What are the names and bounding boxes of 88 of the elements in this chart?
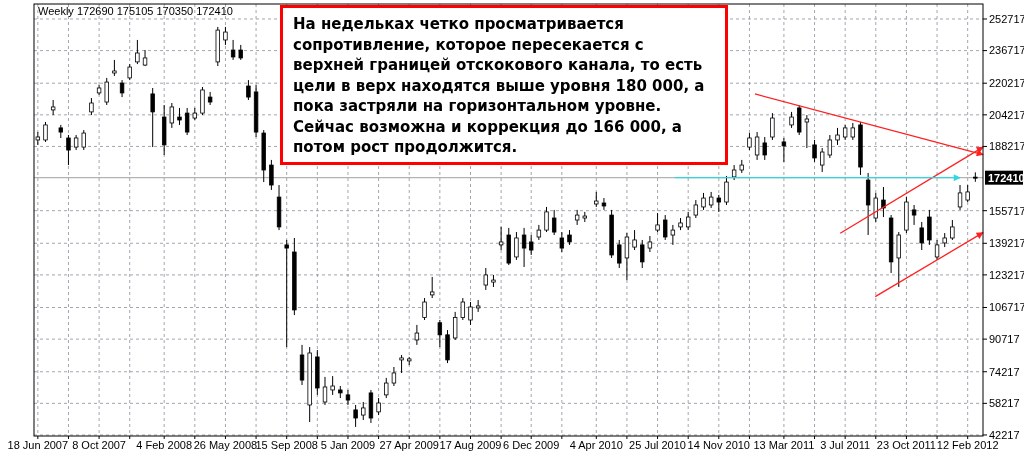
y-tick-label: 90717: [989, 332, 1020, 345]
candlestick: [422, 297, 427, 321]
x-tick-label: 13 Mar 2011: [753, 439, 815, 451]
candlestick: [437, 319, 443, 348]
candlestick: [498, 226, 504, 251]
candlestick: [873, 192, 878, 223]
candlestick: [601, 197, 607, 211]
candlestick: [617, 239, 622, 269]
candlestick: [655, 212, 660, 233]
candlestick: [574, 209, 580, 226]
y-tick-label: 42217: [989, 428, 1020, 441]
candlestick: [927, 209, 932, 246]
candlestick: [104, 77, 109, 106]
x-tick-label: 3 Jul 2011: [820, 439, 871, 451]
y-tick-label: 74217: [989, 365, 1020, 378]
candlestick: [452, 311, 458, 341]
x-tick-label: 23 Oct 2011: [876, 439, 936, 451]
candlestick: [919, 221, 924, 251]
candlestick: [827, 134, 833, 159]
candlestick: [430, 276, 435, 299]
candlestick: [414, 324, 420, 346]
candlestick: [551, 209, 557, 236]
candlestick: [632, 229, 637, 251]
candlestick: [529, 234, 534, 256]
x-tick-label: 5 Jan 2009: [320, 439, 376, 451]
x-tick-label: 12 Feb 2012: [936, 439, 999, 451]
candlestick: [624, 232, 630, 281]
candlestick: [43, 121, 48, 143]
candlestick: [647, 235, 653, 253]
candlestick: [246, 79, 251, 101]
candlestick: [322, 376, 328, 406]
candlestick: [514, 231, 519, 261]
x-tick-label: 25 Jul 2010: [629, 439, 686, 451]
candlestick: [483, 267, 488, 291]
candlestick: [934, 239, 940, 261]
x-tick-label: 14 Nov 2010: [687, 439, 751, 451]
candlestick: [559, 231, 565, 253]
candlestick: [345, 389, 351, 406]
candlestick: [384, 377, 389, 399]
x-tick-label: 6 Dec 2009: [503, 439, 560, 451]
candlestick: [640, 239, 645, 269]
candlestick: [353, 404, 358, 428]
candlestick: [911, 204, 917, 226]
candlestick: [460, 297, 466, 321]
candlestick: [230, 39, 236, 61]
candlestick: [200, 86, 205, 116]
candlestick: [950, 219, 955, 241]
y-tick-label: 58217: [989, 397, 1020, 410]
candlestick: [135, 39, 140, 65]
candlestick: [770, 112, 775, 141]
x-tick-label: 17 Aug 2009: [439, 439, 502, 451]
candlestick: [762, 136, 767, 161]
candlestick: [391, 366, 397, 387]
candlestick: [66, 134, 71, 166]
candlestick: [521, 227, 527, 268]
candlestick: [896, 231, 901, 288]
candlestick: [685, 211, 691, 231]
candlestick: [81, 129, 86, 151]
candlestick: [544, 206, 549, 233]
candlestick: [663, 214, 668, 241]
x-tick-label: 18 Jun 2007: [7, 439, 69, 451]
candlestick: [150, 87, 155, 148]
candlestick: [184, 107, 190, 136]
x-tick-label: 15 Sep 2008: [255, 439, 318, 451]
candlestick: [207, 91, 213, 106]
chart-title: Weekly 172690 175105 170350 172410: [38, 5, 233, 17]
candlestick: [330, 375, 335, 396]
candlestick: [754, 131, 760, 161]
candlestick: [269, 159, 274, 191]
annotation: На недельках четко просматривается сопротивление, которое пересекается с верхней границей отскокового канала, то есть цели в верх находятся выше уровня 180 000, а пока застряли на горизонтальном уровне. Сейчас возможна и коррекция до 166 000, а потом рост продолжится.: [280, 5, 728, 165]
x-tick-label: 4 Feb 2008: [136, 439, 193, 451]
x-tick-label: 4 Apr 2010: [569, 439, 623, 451]
candlestick: [812, 139, 817, 163]
x-tick-label: 8 Oct 2007: [72, 439, 126, 451]
candlestick: [50, 99, 56, 116]
candlestick: [468, 301, 473, 326]
candlestick: [881, 186, 886, 218]
candlestick: [724, 175, 729, 206]
candlestick: [670, 224, 676, 246]
candlestick: [804, 114, 810, 149]
x-tick-label: 27 Apr 2009: [379, 439, 439, 451]
candlestick: [284, 239, 289, 348]
candlestick: [781, 137, 787, 163]
x-tick-label: 26 May 2008: [193, 439, 258, 451]
candlestick: [819, 147, 825, 173]
candlestick: [169, 102, 175, 129]
candlestick: [957, 184, 963, 211]
candlestick: [475, 299, 481, 313]
